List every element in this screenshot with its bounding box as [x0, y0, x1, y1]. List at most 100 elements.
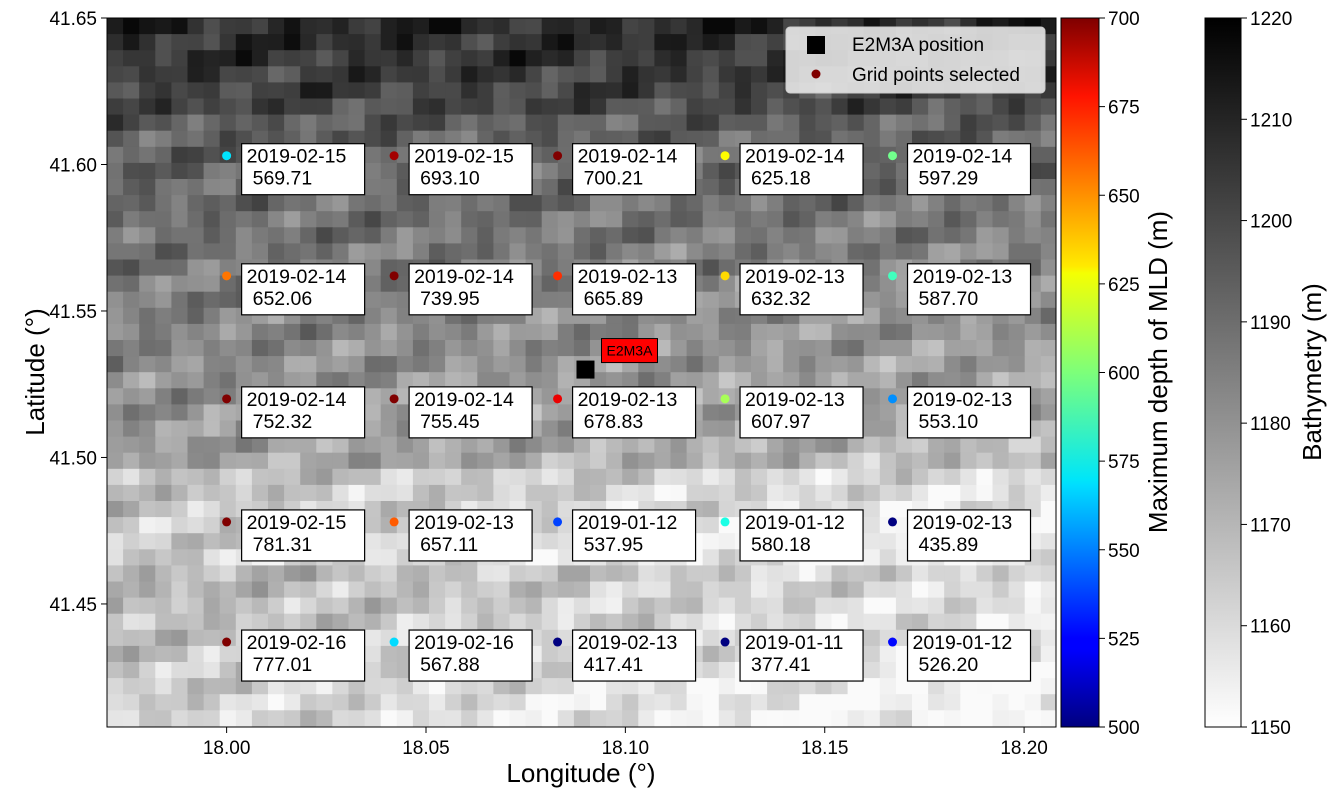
heatmap-cell: [203, 372, 221, 389]
heatmap-cell: [702, 179, 720, 196]
heatmap-cell: [702, 645, 720, 663]
heatmap-cell: [477, 227, 494, 244]
heatmap-cell: [879, 227, 897, 244]
heatmap-cell: [525, 372, 543, 389]
heatmap-cell: [606, 613, 623, 631]
heatmap-cell: [734, 484, 752, 502]
heatmap-cell: [718, 533, 736, 550]
heatmap-cell: [171, 195, 189, 212]
heatmap-cell: [332, 356, 350, 373]
heatmap-cell: [767, 340, 784, 357]
heatmap-cell: [590, 597, 607, 615]
heatmap-cell: [268, 452, 285, 470]
heatmap-cell: [1024, 613, 1042, 631]
heatmap-cell: [557, 404, 575, 422]
heatmap-cell: [992, 484, 1010, 502]
heatmap-cell: [622, 98, 639, 116]
heatmap-cell: [557, 372, 575, 389]
heatmap-cell: [445, 98, 462, 116]
heatmap-cell: [509, 340, 527, 357]
heatmap-cell: [831, 710, 849, 727]
heatmap-cell: [976, 613, 994, 631]
heatmap-cell: [380, 179, 398, 196]
heatmap-cell: [976, 678, 994, 695]
heatmap-cell: [509, 597, 527, 615]
legend-entry-points: Grid points selected: [852, 65, 1020, 86]
heatmap-cell: [799, 694, 816, 711]
heatmap-cell: [541, 227, 559, 244]
heatmap-cell: [364, 179, 382, 196]
heatmap-cell: [251, 323, 269, 341]
heatmap-cell: [235, 710, 253, 727]
heatmap-cell: [364, 388, 382, 405]
heatmap-cell: [364, 501, 382, 518]
heatmap-cell: [364, 710, 382, 727]
heatmap-cell: [751, 18, 768, 35]
heatmap-cell: [799, 211, 816, 228]
heatmap-cell: [928, 597, 945, 615]
heatmap-cell: [557, 34, 575, 51]
heatmap-cell: [187, 597, 205, 615]
heatmap-cell: [123, 50, 140, 67]
heatmap-cell: [895, 227, 913, 244]
point-date-label: 2019-02-13: [578, 632, 678, 654]
y-tick-label: 41.55: [49, 302, 97, 323]
heatmap-cell: [751, 356, 768, 373]
heatmap-cell: [702, 372, 720, 389]
heatmap-cell: [477, 18, 494, 35]
heatmap-cell: [960, 243, 977, 261]
heatmap-cell: [155, 565, 172, 583]
heatmap-cell: [831, 484, 849, 502]
heatmap-cell: [960, 565, 977, 583]
heatmap-cell: [863, 114, 881, 132]
heatmap-cell: [155, 613, 172, 631]
heatmap-cell: [364, 98, 382, 116]
heatmap-cell: [139, 662, 156, 679]
heatmap-cell: [541, 34, 559, 51]
heatmap-cell: [928, 323, 945, 341]
heatmap-cell: [1040, 710, 1056, 727]
heatmap-cell: [107, 259, 124, 277]
heatmap-cell: [380, 356, 398, 373]
heatmap-cell: [268, 66, 285, 83]
heatmap-cell: [429, 243, 446, 261]
heatmap-cell: [380, 678, 398, 695]
heatmap-cell: [718, 549, 736, 566]
heatmap-cell: [203, 82, 221, 100]
heatmap-cell: [895, 726, 913, 727]
heatmap-cell: [799, 597, 816, 615]
heatmap-cell: [171, 468, 189, 486]
heatmap-cell: [1040, 211, 1056, 228]
heatmap-cell: [348, 243, 366, 261]
heatmap-cell: [1040, 307, 1056, 325]
heatmap-cell: [123, 533, 140, 550]
heatmap-cell: [284, 726, 301, 727]
heatmap-cell: [107, 243, 124, 261]
heatmap-cell: [235, 114, 253, 132]
heatmap-cell: [219, 662, 237, 679]
heatmap-cell: [429, 227, 446, 244]
heatmap-cell: [171, 227, 189, 244]
heatmap-cell: [863, 420, 881, 438]
heatmap-cell: [445, 356, 462, 373]
heatmap-cell: [1008, 613, 1026, 631]
heatmap-cell: [654, 82, 672, 100]
heatmap-cell: [606, 82, 623, 100]
heatmap-cell: [219, 195, 237, 212]
heatmap-cell: [396, 340, 414, 357]
heatmap-cell: [541, 420, 559, 438]
heatmap-cell: [284, 372, 301, 389]
heatmap-cell: [767, 50, 784, 67]
heatmap-cell: [364, 436, 382, 454]
heatmap-cell: [734, 452, 752, 470]
heatmap-cell: [187, 452, 205, 470]
heatmap-cell: [509, 227, 527, 244]
heatmap-cell: [718, 291, 736, 309]
heatmap-cell: [477, 710, 494, 727]
heatmap-cell: [187, 162, 205, 180]
heatmap-cell: [300, 82, 317, 100]
heatmap-cell: [718, 82, 736, 100]
heatmap-cell: [268, 726, 285, 727]
heatmap-cell: [622, 468, 639, 486]
